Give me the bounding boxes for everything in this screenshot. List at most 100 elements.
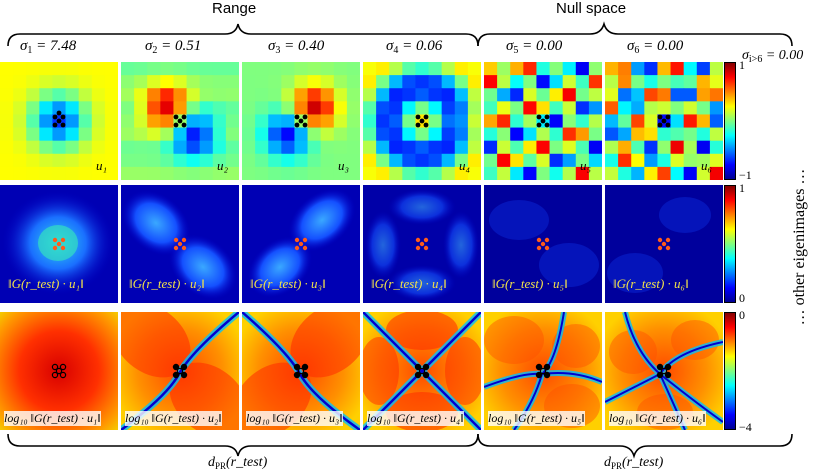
grid-cell: [497, 140, 511, 155]
grid-cell: [268, 153, 282, 168]
grid-cell: [78, 88, 93, 102]
grid-cell: [454, 75, 469, 89]
grid-cell: [549, 140, 564, 155]
grid-cell: [320, 166, 335, 180]
grid-cell: [173, 88, 188, 102]
grid-cell: [0, 140, 14, 155]
grid-cell: [363, 62, 377, 76]
grid-cell: [428, 62, 443, 76]
grid-cell: [497, 101, 511, 116]
grid-cell: [104, 114, 118, 129]
grid-cell: [709, 75, 723, 89]
grid-cell: [320, 88, 335, 102]
grid-cell: [389, 101, 403, 116]
grid-cell: [91, 101, 106, 116]
grid-cell: [52, 114, 67, 129]
grid-cell: [160, 127, 175, 142]
grid-cell: [415, 153, 430, 168]
sigma-1: σ1 = 7.48: [20, 38, 77, 56]
grid-cell: [709, 88, 723, 102]
row3-label-2: log₁₀ ‖G(r_test) · u₂‖: [125, 411, 222, 426]
grid-cell: [605, 62, 619, 76]
grid-cell: [696, 75, 711, 89]
grid-cell: [657, 166, 672, 180]
grid-cell: [78, 153, 93, 168]
grid-cell: [670, 75, 685, 89]
grid-cell: [644, 166, 659, 180]
grid-cell: [186, 114, 201, 129]
grid-cell: [13, 62, 27, 76]
grid-cell: [39, 127, 54, 142]
grid-cell: [402, 153, 417, 168]
row3-label-3: log₁₀ ‖G(r_test) · u₃‖: [246, 411, 343, 426]
grid-cell: [268, 88, 282, 102]
grid-cell: [441, 75, 456, 89]
grid-cell: [242, 114, 256, 129]
grid-cell: [212, 127, 227, 142]
grid-cell: [428, 127, 443, 142]
grid-cell: [588, 101, 602, 116]
grid-cell: [173, 140, 188, 155]
grid-cell: [428, 88, 443, 102]
grid-cell: [78, 127, 93, 142]
grid-cell: [454, 153, 469, 168]
grid-cell: [510, 62, 524, 76]
grid-cell: [320, 140, 335, 155]
grid-cell: [333, 140, 348, 155]
grid-cell: [644, 114, 659, 129]
grid-cell: [467, 62, 481, 76]
grid-cell: [709, 62, 723, 76]
grid-cell: [39, 101, 54, 116]
grid-cell: [307, 127, 322, 142]
grid-cell: [199, 166, 214, 180]
grid-cell: [605, 127, 619, 142]
grid-cell: [320, 62, 335, 76]
grid-cell: [78, 140, 93, 155]
grid-cell: [0, 62, 14, 76]
grid-cell: [428, 101, 443, 116]
grid-cell: [683, 140, 698, 155]
grid-cell: [294, 88, 309, 102]
grid-cell: [333, 62, 348, 76]
grid-cell: [0, 88, 14, 102]
grid-cell: [13, 140, 27, 155]
grid-cell: [173, 127, 188, 142]
grid-cell: [497, 88, 511, 102]
grid-cell: [497, 166, 511, 180]
grid-cell: [497, 62, 511, 76]
sigma-2: σ2 = 0.51: [145, 38, 202, 56]
grid-cell: [363, 114, 377, 129]
grid-cell: [346, 153, 360, 168]
grid-cell: [186, 166, 201, 180]
grid-cell: [173, 75, 188, 89]
grid-cell: [134, 62, 148, 76]
grid-cell: [281, 75, 296, 89]
grid-cell: [199, 101, 214, 116]
grid-cell: [467, 140, 481, 155]
bottom-braces: [7, 433, 793, 459]
grid-cell: [281, 166, 296, 180]
grid-cell: [467, 114, 481, 129]
grid-cell: [562, 166, 577, 180]
grid-cell: [212, 75, 227, 89]
grid-cell: [121, 114, 135, 129]
grid-cell: [255, 75, 269, 89]
grid-cell: [644, 62, 659, 76]
grid-cell: [52, 101, 67, 116]
grid-cell: [510, 88, 524, 102]
grid-cell: [65, 127, 80, 142]
grid-cell: [575, 153, 590, 168]
grid-cell: [104, 62, 118, 76]
grid-cell: [26, 75, 40, 89]
grid-cell: [696, 140, 711, 155]
grid-cell: [225, 88, 239, 102]
grid-cell: [39, 75, 54, 89]
grid-cell: [549, 114, 564, 129]
grid-cell: [0, 75, 14, 89]
grid-cell: [281, 140, 296, 155]
grid-cell: [631, 101, 645, 116]
grid-cell: [588, 153, 602, 168]
grid-cell: [402, 88, 417, 102]
grid-cell: [484, 140, 498, 155]
grid-cell: [307, 166, 322, 180]
